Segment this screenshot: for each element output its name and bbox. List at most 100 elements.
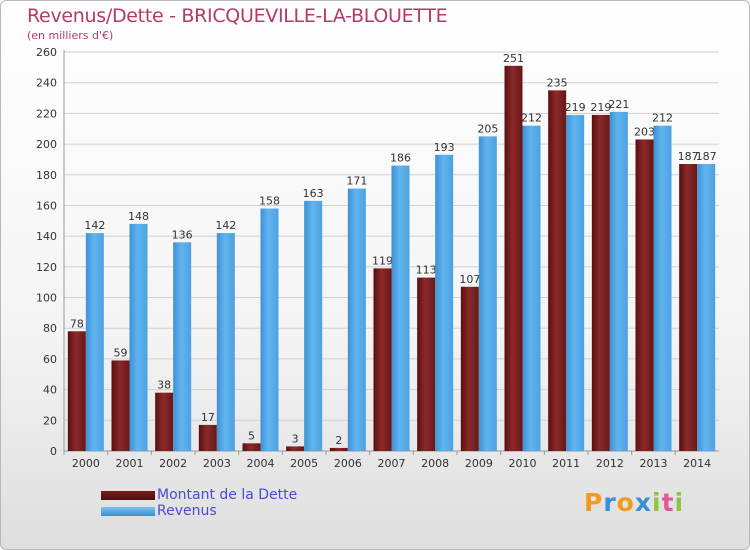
x-tick-label: 2014 <box>683 457 711 470</box>
logo-letter: r <box>603 488 617 517</box>
x-tick-label: 2007 <box>378 457 406 470</box>
bar-dette <box>591 114 610 452</box>
bar-revenus <box>653 125 672 452</box>
bar-dette <box>198 424 217 451</box>
x-tick-label: 2009 <box>465 457 493 470</box>
x-tick-label: 2000 <box>72 457 100 470</box>
data-label-revenus: 212 <box>652 112 673 125</box>
y-tick-label: 240 <box>36 77 57 90</box>
bar-dette <box>548 90 567 451</box>
bar-dette <box>111 360 130 451</box>
data-label-revenus: 158 <box>259 195 280 208</box>
data-label-revenus: 212 <box>521 112 542 125</box>
y-tick-label: 60 <box>43 353 57 366</box>
logo-letter: i <box>652 488 662 517</box>
proxiti-logo: Proxiti <box>584 488 684 517</box>
bar-dette <box>679 164 698 451</box>
legend-label-revenus: Revenus <box>157 503 217 519</box>
y-tick-label: 260 <box>36 46 57 59</box>
legend-item-dette: Montant de la Dette <box>101 487 297 503</box>
bar-revenus <box>609 111 628 451</box>
x-tick-label: 2010 <box>509 457 537 470</box>
data-label-dette: 59 <box>114 346 128 359</box>
data-label-revenus: 205 <box>477 122 498 135</box>
bar-dette <box>286 446 305 451</box>
bar-revenus <box>478 136 497 451</box>
data-label-dette: 38 <box>157 379 171 392</box>
y-tick-label: 0 <box>50 445 57 458</box>
data-label-dette: 187 <box>678 150 699 163</box>
bar-dette <box>417 277 436 451</box>
bar-dette <box>329 447 348 451</box>
data-label-revenus: 136 <box>172 228 193 241</box>
data-label-dette: 107 <box>459 273 480 286</box>
x-tick-label: 2008 <box>421 457 449 470</box>
logo-letter: t <box>661 488 675 517</box>
x-tick-label: 2006 <box>334 457 362 470</box>
bar-revenus <box>697 164 716 451</box>
data-label-dette: 235 <box>547 76 568 89</box>
logo-letter: o <box>616 488 635 517</box>
bar-revenus <box>522 125 541 452</box>
bar-dette <box>460 286 479 451</box>
y-tick-label: 180 <box>36 169 57 182</box>
chart-title: Revenus/Dette - BRICQUEVILLE-LA-BLOUETTE <box>27 5 448 27</box>
y-tick-label: 220 <box>36 107 57 120</box>
y-tick-label: 40 <box>43 384 57 397</box>
bar-dette <box>635 139 654 451</box>
legend: Montant de la Dette Revenus <box>101 487 297 519</box>
bar-dette <box>242 443 261 451</box>
legend-item-revenus: Revenus <box>101 503 297 519</box>
bar-dette <box>155 392 174 451</box>
x-tick-label: 2011 <box>552 457 580 470</box>
legend-swatch-revenus <box>101 506 155 516</box>
data-label-dette: 2 <box>335 434 342 447</box>
chart-subtitle: (en milliers d'€) <box>27 29 114 42</box>
y-tick-label: 80 <box>43 322 57 335</box>
data-label-dette: 78 <box>70 317 84 330</box>
y-tick-label: 160 <box>36 199 57 212</box>
x-tick-label: 2002 <box>159 457 187 470</box>
bar-revenus <box>347 188 366 452</box>
bar-revenus <box>566 114 585 452</box>
data-label-revenus: 142 <box>84 219 105 232</box>
legend-swatch-dette <box>101 490 155 500</box>
bar-revenus <box>173 242 192 451</box>
y-tick-label: 120 <box>36 261 57 274</box>
bar-revenus <box>304 200 323 451</box>
data-label-dette: 219 <box>590 101 611 114</box>
x-tick-label: 2004 <box>247 457 275 470</box>
data-label-revenus: 219 <box>565 101 586 114</box>
bar-revenus <box>435 154 454 452</box>
bar-revenus <box>391 165 410 452</box>
logo-letter: x <box>634 488 652 517</box>
data-label-revenus: 148 <box>128 210 149 223</box>
logo-letter: i <box>674 488 685 517</box>
x-tick-label: 2003 <box>203 457 231 470</box>
bar-dette <box>373 268 392 451</box>
data-label-revenus: 221 <box>608 98 629 111</box>
data-label-revenus: 163 <box>303 187 324 200</box>
y-tick-label: 140 <box>36 230 57 243</box>
x-tick-label: 2001 <box>116 457 144 470</box>
data-label-dette: 251 <box>503 52 524 65</box>
bar-dette <box>67 331 86 451</box>
data-label-revenus: 186 <box>390 152 411 165</box>
logo-letter: P <box>584 488 604 517</box>
data-label-dette: 119 <box>372 254 393 267</box>
data-label-revenus: 171 <box>346 175 367 188</box>
y-tick-label: 100 <box>36 292 57 305</box>
bar-revenus <box>85 233 104 451</box>
x-tick-label: 2013 <box>640 457 668 470</box>
legend-label-dette: Montant de la Dette <box>157 487 298 503</box>
bar-revenus <box>216 233 235 451</box>
data-label-dette: 5 <box>248 429 255 442</box>
data-label-dette: 203 <box>634 125 655 138</box>
data-label-revenus: 142 <box>215 219 236 232</box>
data-label-revenus: 187 <box>696 150 717 163</box>
x-tick-label: 2005 <box>290 457 318 470</box>
x-tick-label: 2012 <box>596 457 624 470</box>
y-tick-label: 20 <box>43 414 57 427</box>
bar-revenus <box>260 208 279 451</box>
